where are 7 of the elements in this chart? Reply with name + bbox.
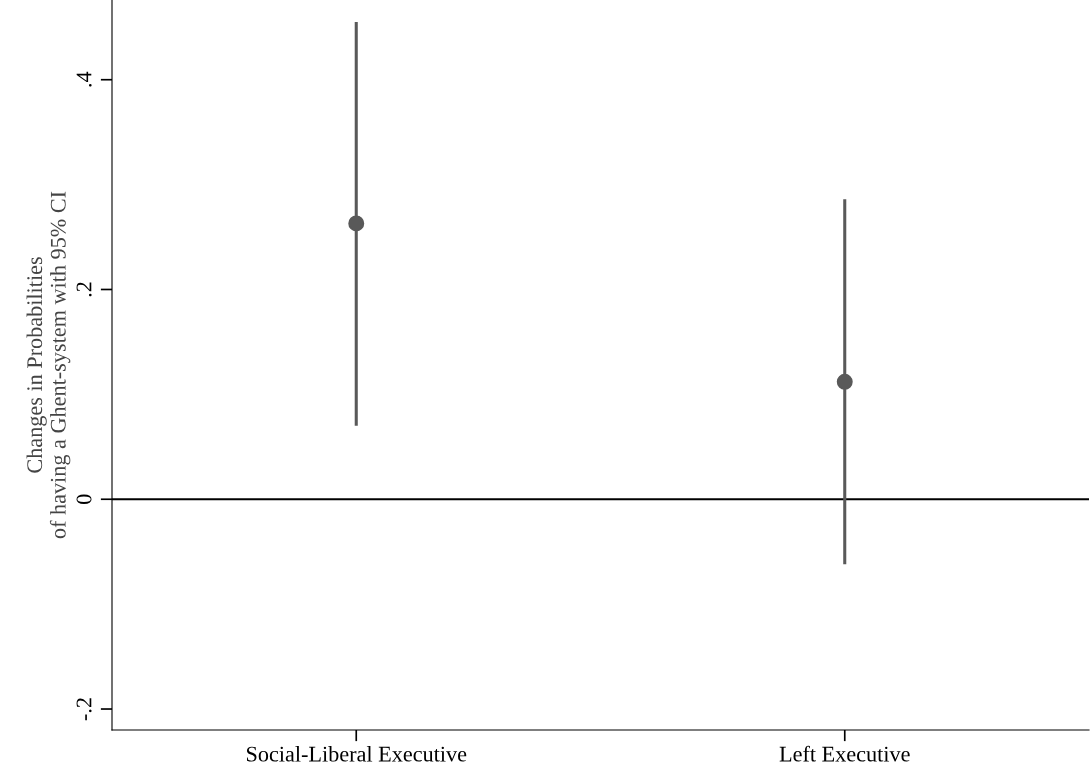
x-tick-label: Left Executive [779,745,910,762]
y-tick-label: .4 [76,71,92,87]
y-tick-label: 0 [76,494,92,504]
y-tick-label: -.2 [76,698,92,721]
y-axis-title: Changes in Probabilities of having a Ghent-system with 95% CI [26,191,71,539]
y-tick-label: .2 [76,282,92,297]
x-tick-label: Social-Liberal Executive [246,745,467,762]
